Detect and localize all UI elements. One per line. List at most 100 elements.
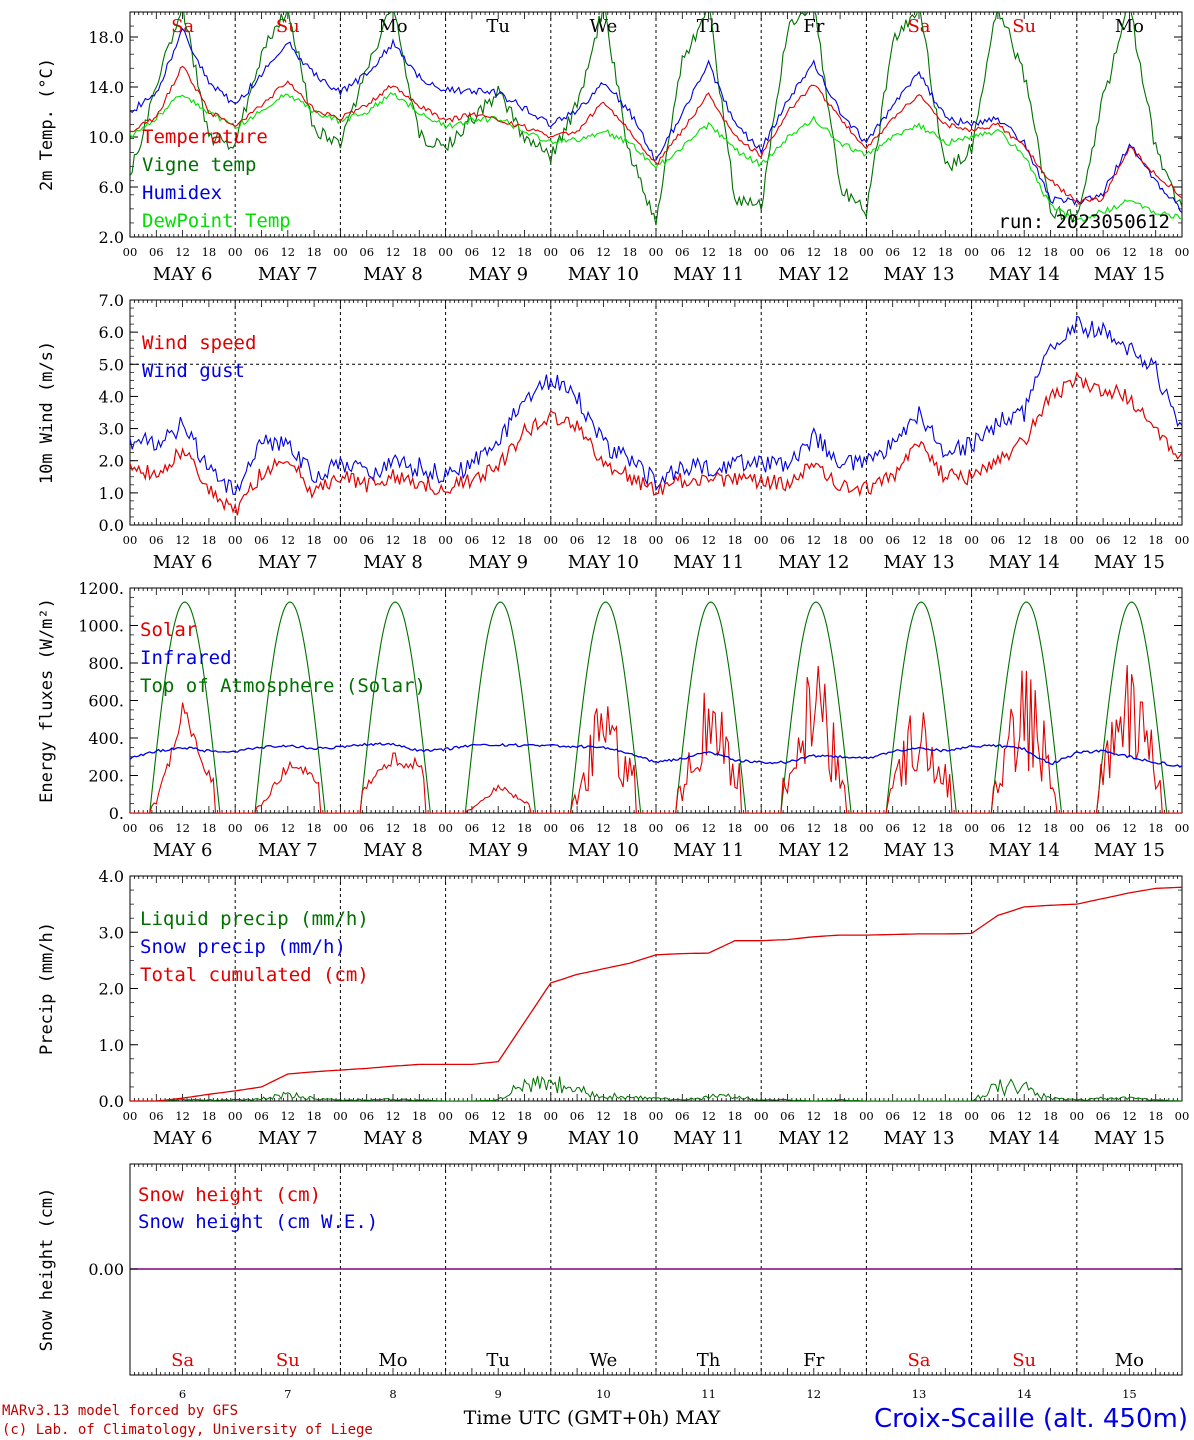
hour-label: 18 bbox=[517, 1109, 532, 1123]
date-label: MAY 12 bbox=[778, 840, 849, 861]
series-line-humidex bbox=[130, 27, 1182, 214]
hour-label: 12 bbox=[596, 1109, 611, 1123]
weekday-label: Tu bbox=[486, 1350, 510, 1371]
hour-label: 00 bbox=[123, 533, 138, 547]
hour-label: 12 bbox=[912, 533, 927, 547]
legend-entry: Infrared bbox=[140, 647, 232, 669]
series-line-solar bbox=[130, 665, 1182, 813]
y-axis-label: Precip (mm/h) bbox=[37, 922, 57, 1055]
hour-label: 00 bbox=[333, 1109, 348, 1123]
hour-label: 00 bbox=[543, 245, 558, 259]
hour-label: 00 bbox=[123, 821, 138, 835]
hour-label: 12 bbox=[280, 821, 295, 835]
hour-label: 12 bbox=[1122, 1109, 1137, 1123]
hour-label: 06 bbox=[465, 821, 480, 835]
hour-label: 18 bbox=[938, 821, 953, 835]
hour-label: 18 bbox=[412, 1109, 427, 1123]
date-label: MAY 8 bbox=[363, 1128, 423, 1149]
hour-label: 18 bbox=[1148, 245, 1163, 259]
y-tick-label: 5.0 bbox=[99, 355, 124, 374]
y-axis-label: Energy fluxes (W/m²) bbox=[37, 598, 57, 803]
date-label: MAY 12 bbox=[778, 552, 849, 573]
day-number: 10 bbox=[596, 1387, 611, 1401]
y-tick-label: 3.0 bbox=[99, 420, 124, 439]
hour-label: 00 bbox=[964, 821, 979, 835]
y-tick-label: 1.0 bbox=[99, 484, 124, 503]
hour-label: 18 bbox=[833, 821, 848, 835]
legend-entry: Wind gust bbox=[142, 360, 245, 382]
date-label: MAY 13 bbox=[883, 552, 954, 573]
series-line-temp bbox=[130, 65, 1182, 205]
hour-label: 00 bbox=[964, 533, 979, 547]
hour-label: 06 bbox=[465, 245, 480, 259]
hour-label: 06 bbox=[359, 821, 374, 835]
hour-label: 06 bbox=[570, 1109, 585, 1123]
weekday-label: Su bbox=[1012, 16, 1036, 37]
hour-label: 00 bbox=[754, 533, 769, 547]
hour-label: 12 bbox=[1122, 821, 1137, 835]
hour-label: 00 bbox=[543, 821, 558, 835]
hour-label: 06 bbox=[1096, 245, 1111, 259]
hour-label: 12 bbox=[1122, 533, 1137, 547]
y-tick-label: 800. bbox=[88, 654, 124, 673]
date-label: MAY 10 bbox=[568, 552, 639, 573]
legend-entry: Snow height (cm) bbox=[138, 1184, 321, 1206]
hour-label: 00 bbox=[543, 1109, 558, 1123]
hour-label: 06 bbox=[885, 1109, 900, 1123]
date-label: MAY 11 bbox=[673, 1128, 744, 1149]
date-label: MAY 8 bbox=[363, 264, 423, 285]
hour-label: 18 bbox=[728, 1109, 743, 1123]
hour-label: 18 bbox=[1043, 533, 1058, 547]
hour-label: 18 bbox=[307, 245, 322, 259]
hour-label: 12 bbox=[175, 533, 190, 547]
hour-label: 00 bbox=[1069, 821, 1084, 835]
hour-label: 12 bbox=[491, 245, 506, 259]
hour-label: 06 bbox=[254, 1109, 269, 1123]
y-tick-label: 14.0 bbox=[88, 78, 124, 97]
panel-frame-3 bbox=[129, 587, 1183, 814]
hour-label: 12 bbox=[912, 1109, 927, 1123]
hour-label: 18 bbox=[1043, 821, 1058, 835]
weekday-label: Su bbox=[276, 16, 300, 37]
hour-label: 12 bbox=[175, 1109, 190, 1123]
hour-label: 00 bbox=[228, 533, 243, 547]
hour-label: 12 bbox=[701, 245, 716, 259]
hour-label: 00 bbox=[333, 533, 348, 547]
y-tick-label: 4.0 bbox=[99, 867, 124, 886]
hour-label: 06 bbox=[149, 1109, 164, 1123]
hour-label: 18 bbox=[622, 1109, 637, 1123]
weekday-label: We bbox=[590, 1350, 618, 1371]
y-tick-label: 6.0 bbox=[99, 178, 124, 197]
date-label: MAY 6 bbox=[153, 1128, 213, 1149]
hour-label: 12 bbox=[596, 533, 611, 547]
date-label: MAY 6 bbox=[153, 264, 213, 285]
hour-label: 06 bbox=[149, 245, 164, 259]
y-tick-label: 400. bbox=[88, 729, 124, 748]
hour-label: 00 bbox=[1069, 245, 1084, 259]
hour-label: 06 bbox=[1096, 533, 1111, 547]
hour-label: 18 bbox=[1043, 1109, 1058, 1123]
hour-label: 00 bbox=[649, 1109, 664, 1123]
date-label: MAY 7 bbox=[258, 1128, 318, 1149]
date-label: MAY 12 bbox=[778, 1128, 849, 1149]
weekday-label: Sa bbox=[907, 1350, 930, 1371]
hour-label: 06 bbox=[254, 533, 269, 547]
hour-label: 12 bbox=[386, 533, 401, 547]
hour-label: 12 bbox=[806, 533, 821, 547]
run-label: run: 2023050612 bbox=[998, 211, 1170, 233]
y-tick-label: 6.0 bbox=[99, 323, 124, 342]
series-line-total bbox=[130, 886, 1182, 1101]
hour-label: 00 bbox=[228, 1109, 243, 1123]
hour-label: 06 bbox=[885, 245, 900, 259]
series-line-wind bbox=[130, 371, 1182, 516]
y-tick-label: 7.0 bbox=[99, 291, 124, 310]
hour-label: 12 bbox=[701, 821, 716, 835]
legend-entry: DewPoint Temp bbox=[142, 210, 291, 232]
date-label: MAY 11 bbox=[673, 552, 744, 573]
model-credit: MARv3.13 model forced by GFS bbox=[2, 1403, 238, 1419]
date-label: MAY 14 bbox=[989, 552, 1060, 573]
hour-label: 12 bbox=[596, 821, 611, 835]
hour-label: 12 bbox=[912, 245, 927, 259]
hour-label: 18 bbox=[622, 821, 637, 835]
series-line-vigne bbox=[130, 12, 1182, 226]
